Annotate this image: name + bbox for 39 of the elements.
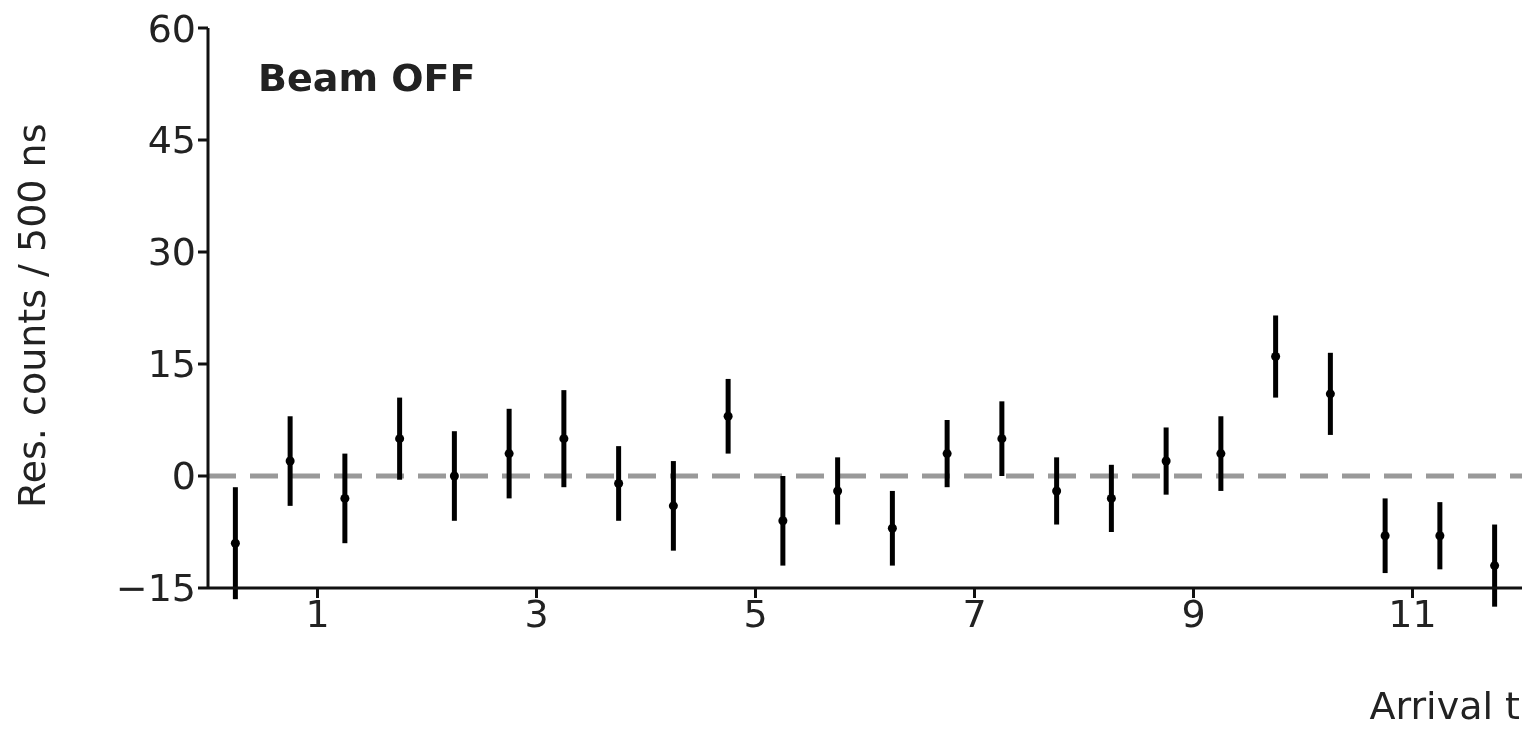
- point: [614, 478, 624, 488]
- point: [1325, 389, 1335, 399]
- point: [942, 449, 952, 459]
- point: [1052, 486, 1062, 496]
- annotation: Beam OFF: [258, 56, 476, 100]
- y-tick-label: 45: [147, 118, 196, 163]
- point: [395, 434, 405, 444]
- point: [559, 434, 569, 444]
- y-tick-label: 30: [147, 230, 196, 275]
- x-tick-label: 1: [305, 591, 330, 636]
- point: [887, 523, 897, 533]
- x-axis-title: Arrival t: [1369, 684, 1520, 728]
- x-tick-label: 3: [524, 591, 549, 636]
- point: [449, 471, 459, 481]
- point: [1490, 561, 1500, 571]
- point: [833, 486, 843, 496]
- x-tick-label: 5: [743, 591, 768, 636]
- y-axis-title: Res. counts / 500 ns: [10, 123, 55, 508]
- point: [1380, 531, 1390, 541]
- y-tick-label: 0: [171, 454, 196, 499]
- point: [285, 456, 295, 466]
- y-tick-label: 60: [147, 6, 196, 51]
- point: [1161, 456, 1171, 466]
- x-tick-label: 9: [1181, 591, 1206, 636]
- point: [723, 411, 733, 421]
- point: [1271, 352, 1281, 362]
- y-tick-label: 15: [147, 342, 196, 387]
- point: [1216, 449, 1226, 459]
- point: [778, 516, 788, 526]
- point: [504, 449, 514, 459]
- point: [1106, 493, 1116, 503]
- y-tick-label: −15: [115, 566, 196, 611]
- point: [340, 493, 350, 503]
- x-tick-label: 7: [962, 591, 987, 636]
- point: [230, 538, 240, 548]
- point: [1435, 531, 1445, 541]
- point: [668, 501, 678, 511]
- point: [997, 434, 1007, 444]
- x-tick-label: 11: [1388, 591, 1437, 636]
